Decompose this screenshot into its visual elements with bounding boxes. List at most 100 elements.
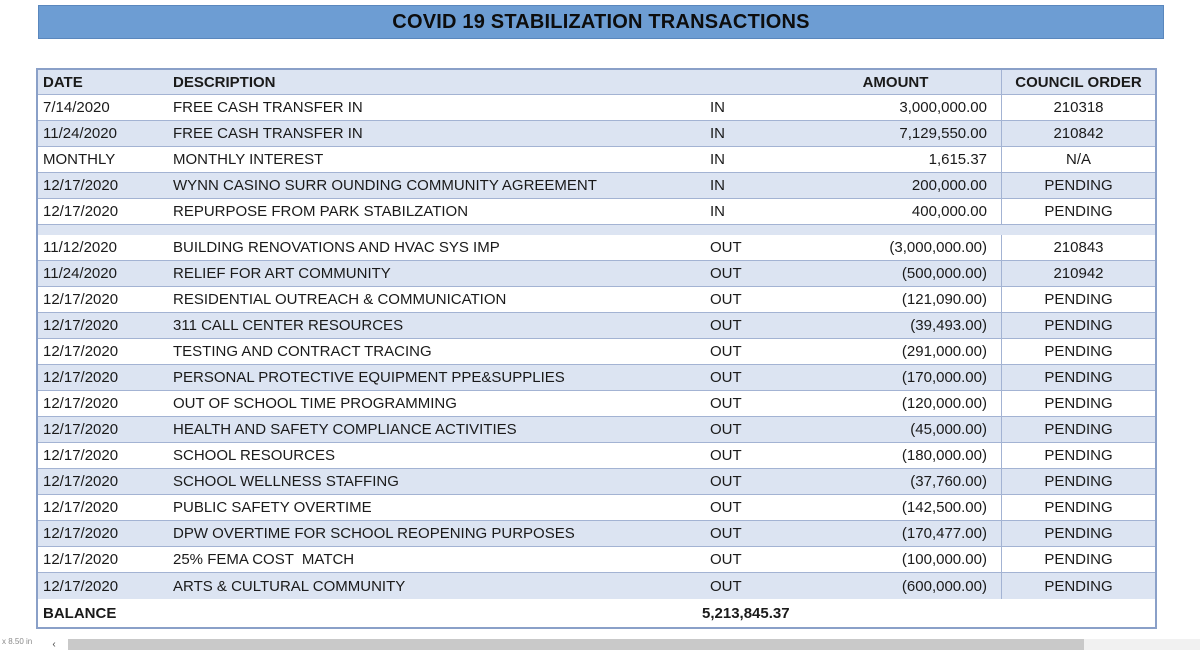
council-order-cell[interactable]: PENDING xyxy=(1001,443,1155,468)
direction-cell[interactable]: IN xyxy=(710,177,725,194)
direction-cell[interactable]: OUT xyxy=(710,421,742,438)
date-cell[interactable]: 12/17/2020 xyxy=(43,499,119,516)
date-cell[interactable]: 12/17/2020 xyxy=(43,395,119,412)
date-cell[interactable]: 12/17/2020 xyxy=(43,473,119,490)
description-cell[interactable]: PUBLIC SAFETY OVERTIME xyxy=(173,499,372,516)
amount-cell[interactable]: (291,000.00) xyxy=(901,343,987,360)
date-cell[interactable]: 12/17/2020 xyxy=(43,369,119,386)
date-cell[interactable]: 11/24/2020 xyxy=(43,265,117,282)
scrollbar-thumb[interactable] xyxy=(68,639,1084,650)
direction-cell[interactable]: OUT xyxy=(710,525,742,542)
direction-cell[interactable]: OUT xyxy=(710,343,742,360)
description-cell[interactable]: 25% FEMA COST MATCH xyxy=(173,551,355,568)
description-cell[interactable]: BUILDING RENOVATIONS AND HVAC SYS IMP xyxy=(173,239,500,256)
scrollbar-track[interactable] xyxy=(1084,639,1200,650)
council-order-cell[interactable]: PENDING xyxy=(1001,469,1155,494)
header-date[interactable]: DATE xyxy=(43,73,83,91)
direction-cell[interactable]: OUT xyxy=(710,265,742,282)
amount-cell[interactable]: (39,493.00) xyxy=(910,317,987,334)
date-cell[interactable]: 12/17/2020 xyxy=(43,177,119,194)
council-order-cell[interactable]: PENDING xyxy=(1001,521,1155,546)
council-order-cell[interactable]: N/A xyxy=(1001,147,1155,172)
amount-cell[interactable]: (121,090.00) xyxy=(901,291,987,308)
council-order-cell[interactable]: 210843 xyxy=(1001,235,1155,260)
direction-cell[interactable]: OUT xyxy=(710,551,742,568)
direction-cell[interactable]: OUT xyxy=(710,577,742,595)
header-description[interactable]: DESCRIPTION xyxy=(173,73,276,91)
title-banner-cell[interactable]: COVID 19 STABILIZATION TRANSACTIONS xyxy=(38,5,1164,39)
amount-cell[interactable]: (500,000.00) xyxy=(901,265,987,282)
direction-cell[interactable]: OUT xyxy=(710,291,742,308)
amount-cell[interactable]: (600,000.00) xyxy=(901,577,987,595)
council-order-cell[interactable]: 210318 xyxy=(1001,95,1155,120)
amount-cell[interactable]: (170,000.00) xyxy=(901,369,987,386)
direction-cell[interactable]: OUT xyxy=(710,473,742,490)
date-cell[interactable]: 12/17/2020 xyxy=(43,551,119,568)
direction-cell[interactable]: IN xyxy=(710,203,725,220)
header-council-order[interactable]: COUNCIL ORDER xyxy=(1001,70,1155,94)
council-order-cell[interactable]: PENDING xyxy=(1001,573,1155,599)
direction-cell[interactable]: OUT xyxy=(710,447,742,464)
amount-cell[interactable]: (3,000,000.00) xyxy=(889,239,987,256)
council-order-cell[interactable]: PENDING xyxy=(1001,417,1155,442)
amount-cell[interactable]: (120,000.00) xyxy=(901,395,987,412)
amount-cell[interactable]: 3,000,000.00 xyxy=(899,99,987,116)
description-cell[interactable]: WYNN CASINO SURR OUNDING COMMUNITY AGREE… xyxy=(173,177,597,194)
description-cell[interactable]: OUT OF SCHOOL TIME PROGRAMMING xyxy=(173,395,457,412)
date-cell[interactable]: 12/17/2020 xyxy=(43,525,119,542)
description-cell[interactable]: SCHOOL WELLNESS STAFFING xyxy=(173,473,399,490)
direction-cell[interactable]: OUT xyxy=(710,499,742,516)
description-cell[interactable]: HEALTH AND SAFETY COMPLIANCE ACTIVITIES xyxy=(173,421,517,438)
amount-cell[interactable]: (142,500.00) xyxy=(901,499,987,516)
date-cell[interactable]: 12/17/2020 xyxy=(43,577,119,595)
council-order-cell[interactable]: PENDING xyxy=(1001,287,1155,312)
direction-cell[interactable]: IN xyxy=(710,99,725,116)
balance-value[interactable]: 5,213,845.37 xyxy=(702,604,790,622)
scroll-left-arrow-icon[interactable]: ‹ xyxy=(46,638,62,650)
date-cell[interactable]: 11/12/2020 xyxy=(43,239,117,256)
amount-cell[interactable]: (180,000.00) xyxy=(901,447,987,464)
date-cell[interactable]: 12/17/2020 xyxy=(43,421,119,438)
date-cell[interactable]: 7/14/2020 xyxy=(43,99,110,116)
council-order-cell[interactable]: PENDING xyxy=(1001,199,1155,224)
direction-cell[interactable]: OUT xyxy=(710,239,742,256)
description-cell[interactable]: DPW OVERTIME FOR SCHOOL REOPENING PURPOS… xyxy=(173,525,575,542)
amount-cell[interactable]: (45,000.00) xyxy=(910,421,987,438)
description-cell[interactable]: MONTHLY INTEREST xyxy=(173,151,324,168)
date-cell[interactable]: MONTHLY xyxy=(43,151,116,168)
date-cell[interactable]: 12/17/2020 xyxy=(43,447,119,464)
date-cell[interactable]: 12/17/2020 xyxy=(43,203,119,220)
amount-cell[interactable]: (170,477.00) xyxy=(901,525,987,542)
direction-cell[interactable]: IN xyxy=(710,151,725,168)
description-cell[interactable]: PERSONAL PROTECTIVE EQUIPMENT PPE&SUPPLI… xyxy=(173,369,565,386)
description-cell[interactable]: ARTS & CULTURAL COMMUNITY xyxy=(173,577,406,595)
date-cell[interactable]: 12/17/2020 xyxy=(43,343,119,360)
direction-cell[interactable]: OUT xyxy=(710,395,742,412)
council-order-cell[interactable]: PENDING xyxy=(1001,365,1155,390)
header-amount[interactable]: AMOUNT xyxy=(862,73,929,91)
council-order-cell[interactable]: 210942 xyxy=(1001,261,1155,286)
description-cell[interactable]: FREE CASH TRANSFER IN xyxy=(173,99,363,116)
amount-cell[interactable]: 7,129,550.00 xyxy=(899,125,987,142)
council-order-cell[interactable]: 210842 xyxy=(1001,121,1155,146)
description-cell[interactable]: RESIDENTIAL OUTREACH & COMMUNICATION xyxy=(173,291,507,308)
date-cell[interactable]: 11/24/2020 xyxy=(43,125,117,142)
direction-cell[interactable]: OUT xyxy=(710,317,742,334)
date-cell[interactable]: 12/17/2020 xyxy=(43,317,119,334)
description-cell[interactable]: TESTING AND CONTRACT TRACING xyxy=(173,343,432,360)
amount-cell[interactable]: 400,000.00 xyxy=(911,203,987,220)
amount-cell[interactable]: 1,615.37 xyxy=(928,151,987,168)
direction-cell[interactable]: IN xyxy=(710,125,725,142)
amount-cell[interactable]: (37,760.00) xyxy=(910,473,987,490)
balance-label[interactable]: BALANCE xyxy=(43,604,117,622)
description-cell[interactable]: 311 CALL CENTER RESOURCES xyxy=(173,317,404,334)
council-order-cell[interactable]: PENDING xyxy=(1001,547,1155,572)
description-cell[interactable]: REPURPOSE FROM PARK STABILZATION xyxy=(173,203,469,220)
amount-cell[interactable]: (100,000.00) xyxy=(901,551,987,568)
description-cell[interactable]: FREE CASH TRANSFER IN xyxy=(173,125,363,142)
amount-cell[interactable]: 200,000.00 xyxy=(911,177,987,194)
council-order-cell[interactable]: PENDING xyxy=(1001,495,1155,520)
date-cell[interactable]: 12/17/2020 xyxy=(43,291,119,308)
description-cell[interactable]: RELIEF FOR ART COMMUNITY xyxy=(173,265,391,282)
direction-cell[interactable]: OUT xyxy=(710,369,742,386)
